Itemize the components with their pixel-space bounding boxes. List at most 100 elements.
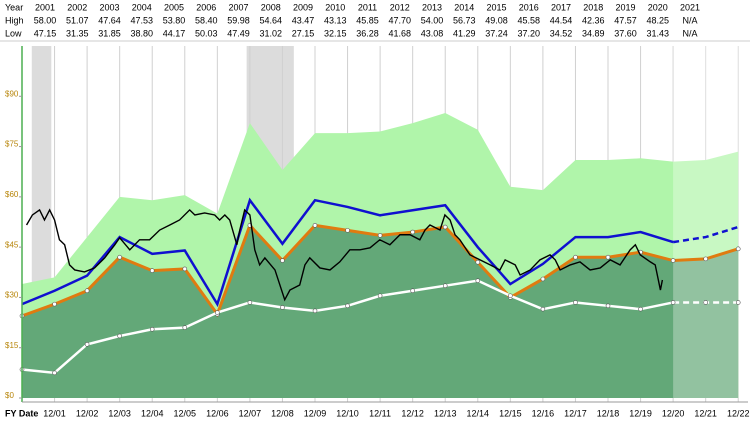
x-tick-label: 12/04 (141, 408, 164, 418)
marker (670, 300, 676, 305)
forecast-overlay (673, 46, 748, 398)
table-cell: 43.47 (292, 15, 315, 25)
marker (605, 303, 611, 309)
table-cell: 2002 (67, 2, 87, 12)
table-cell: 43.08 (421, 28, 444, 38)
table-cell: 2016 (519, 2, 539, 12)
marker (280, 305, 285, 310)
marker (475, 259, 481, 265)
table-cell: 2020 (648, 2, 668, 12)
row-label: Low (5, 28, 22, 38)
x-tick-label: 12/10 (336, 408, 359, 418)
x-tick-label: 12/03 (108, 408, 131, 418)
x-tick-label: 12/05 (174, 408, 197, 418)
y-tick-label: $15 (5, 341, 19, 350)
table-cell: 2011 (358, 2, 377, 12)
series-line (21, 197, 674, 308)
marker (84, 342, 90, 347)
table-cell: 48.25 (646, 15, 669, 25)
table-cell: 2017 (551, 2, 571, 12)
table-cell: N/A (682, 28, 697, 38)
x-tick-label: 12/13 (434, 408, 457, 418)
y-tick-label: $60 (5, 190, 19, 199)
x-tick-label: 12/18 (597, 408, 620, 418)
marker (215, 310, 220, 315)
table-cell: 42.36 (582, 15, 605, 25)
table-cell: 2009 (293, 2, 313, 12)
table-cell: 37.60 (614, 28, 637, 38)
row-label: High (5, 15, 24, 25)
marker (410, 288, 415, 294)
table-cell: 56.73 (453, 15, 476, 25)
table-cell: 2013 (422, 2, 442, 12)
table-cell: 2019 (615, 2, 635, 12)
marker (149, 326, 155, 332)
x-tick-label: 12/12 (401, 408, 424, 418)
marker (508, 293, 513, 299)
table-cell: 2018 (583, 2, 603, 12)
table-cell: 47.49 (227, 28, 250, 38)
marker (377, 293, 383, 299)
marker (377, 233, 383, 238)
table-cell: 43.13 (324, 15, 347, 25)
x-tick-label: 12/07 (239, 408, 262, 418)
table-cell: 2001 (35, 2, 55, 12)
x-tick-label: 12/01 (43, 408, 66, 418)
table-cell: 54.64 (259, 15, 282, 25)
table-cell: 38.80 (130, 28, 153, 38)
table-cell: 53.80 (163, 15, 186, 25)
table-cell: 2021 (680, 2, 700, 12)
table-cell: 2015 (486, 2, 506, 12)
marker (573, 300, 578, 305)
marker (735, 246, 741, 252)
table-cell: 31.35 (66, 28, 89, 38)
x-tick-label: 12/08 (271, 408, 294, 418)
table-cell: 51.07 (66, 15, 89, 25)
table-cell: 2007 (228, 2, 248, 12)
marker (410, 229, 415, 235)
marker (540, 276, 546, 282)
table-cell: 2004 (132, 2, 152, 12)
marker (638, 306, 643, 312)
marker (280, 258, 285, 263)
table-cell: 32.15 (324, 28, 347, 38)
table-cell: 2014 (454, 2, 474, 12)
marker (345, 303, 350, 309)
marker (84, 288, 90, 294)
table-cell: 47.64 (98, 15, 121, 25)
x-tick-label: 12/22 (727, 408, 750, 418)
marker (182, 325, 188, 330)
table-cell: 41.68 (388, 28, 411, 38)
x-tick-label: 12/15 (499, 408, 522, 418)
y-tick-label: $90 (5, 89, 19, 98)
marker (735, 300, 741, 305)
marker (117, 254, 122, 260)
table-cell: 44.17 (163, 28, 186, 38)
x-axis-label: FY Date (5, 408, 38, 418)
marker (573, 254, 578, 260)
table-cell: 45.58 (517, 15, 540, 25)
marker (52, 370, 57, 376)
x-tick-label: 12/19 (629, 408, 652, 418)
marker (703, 300, 708, 305)
table-cell: 2005 (164, 2, 184, 12)
table-cell: 27.15 (292, 28, 315, 38)
marker (247, 300, 253, 305)
marker (475, 278, 481, 283)
x-tick-label: 12/16 (532, 408, 555, 418)
x-tick-label: 12/20 (662, 408, 685, 418)
table-cell: 37.24 (485, 28, 508, 38)
x-tick-label: 12/09 (304, 408, 327, 418)
marker (117, 333, 122, 339)
table-cell: 41.29 (453, 28, 476, 38)
table-cell: 47.70 (388, 15, 411, 25)
marker (442, 224, 448, 230)
price-line (25, 208, 664, 302)
marker (182, 266, 188, 272)
x-tick-label: 12/02 (76, 408, 99, 418)
table-cell: N/A (682, 15, 697, 25)
table-cell: 34.52 (550, 28, 573, 38)
x-tick-label: 12/14 (467, 408, 490, 418)
x-tick-label: 12/11 (369, 408, 391, 418)
